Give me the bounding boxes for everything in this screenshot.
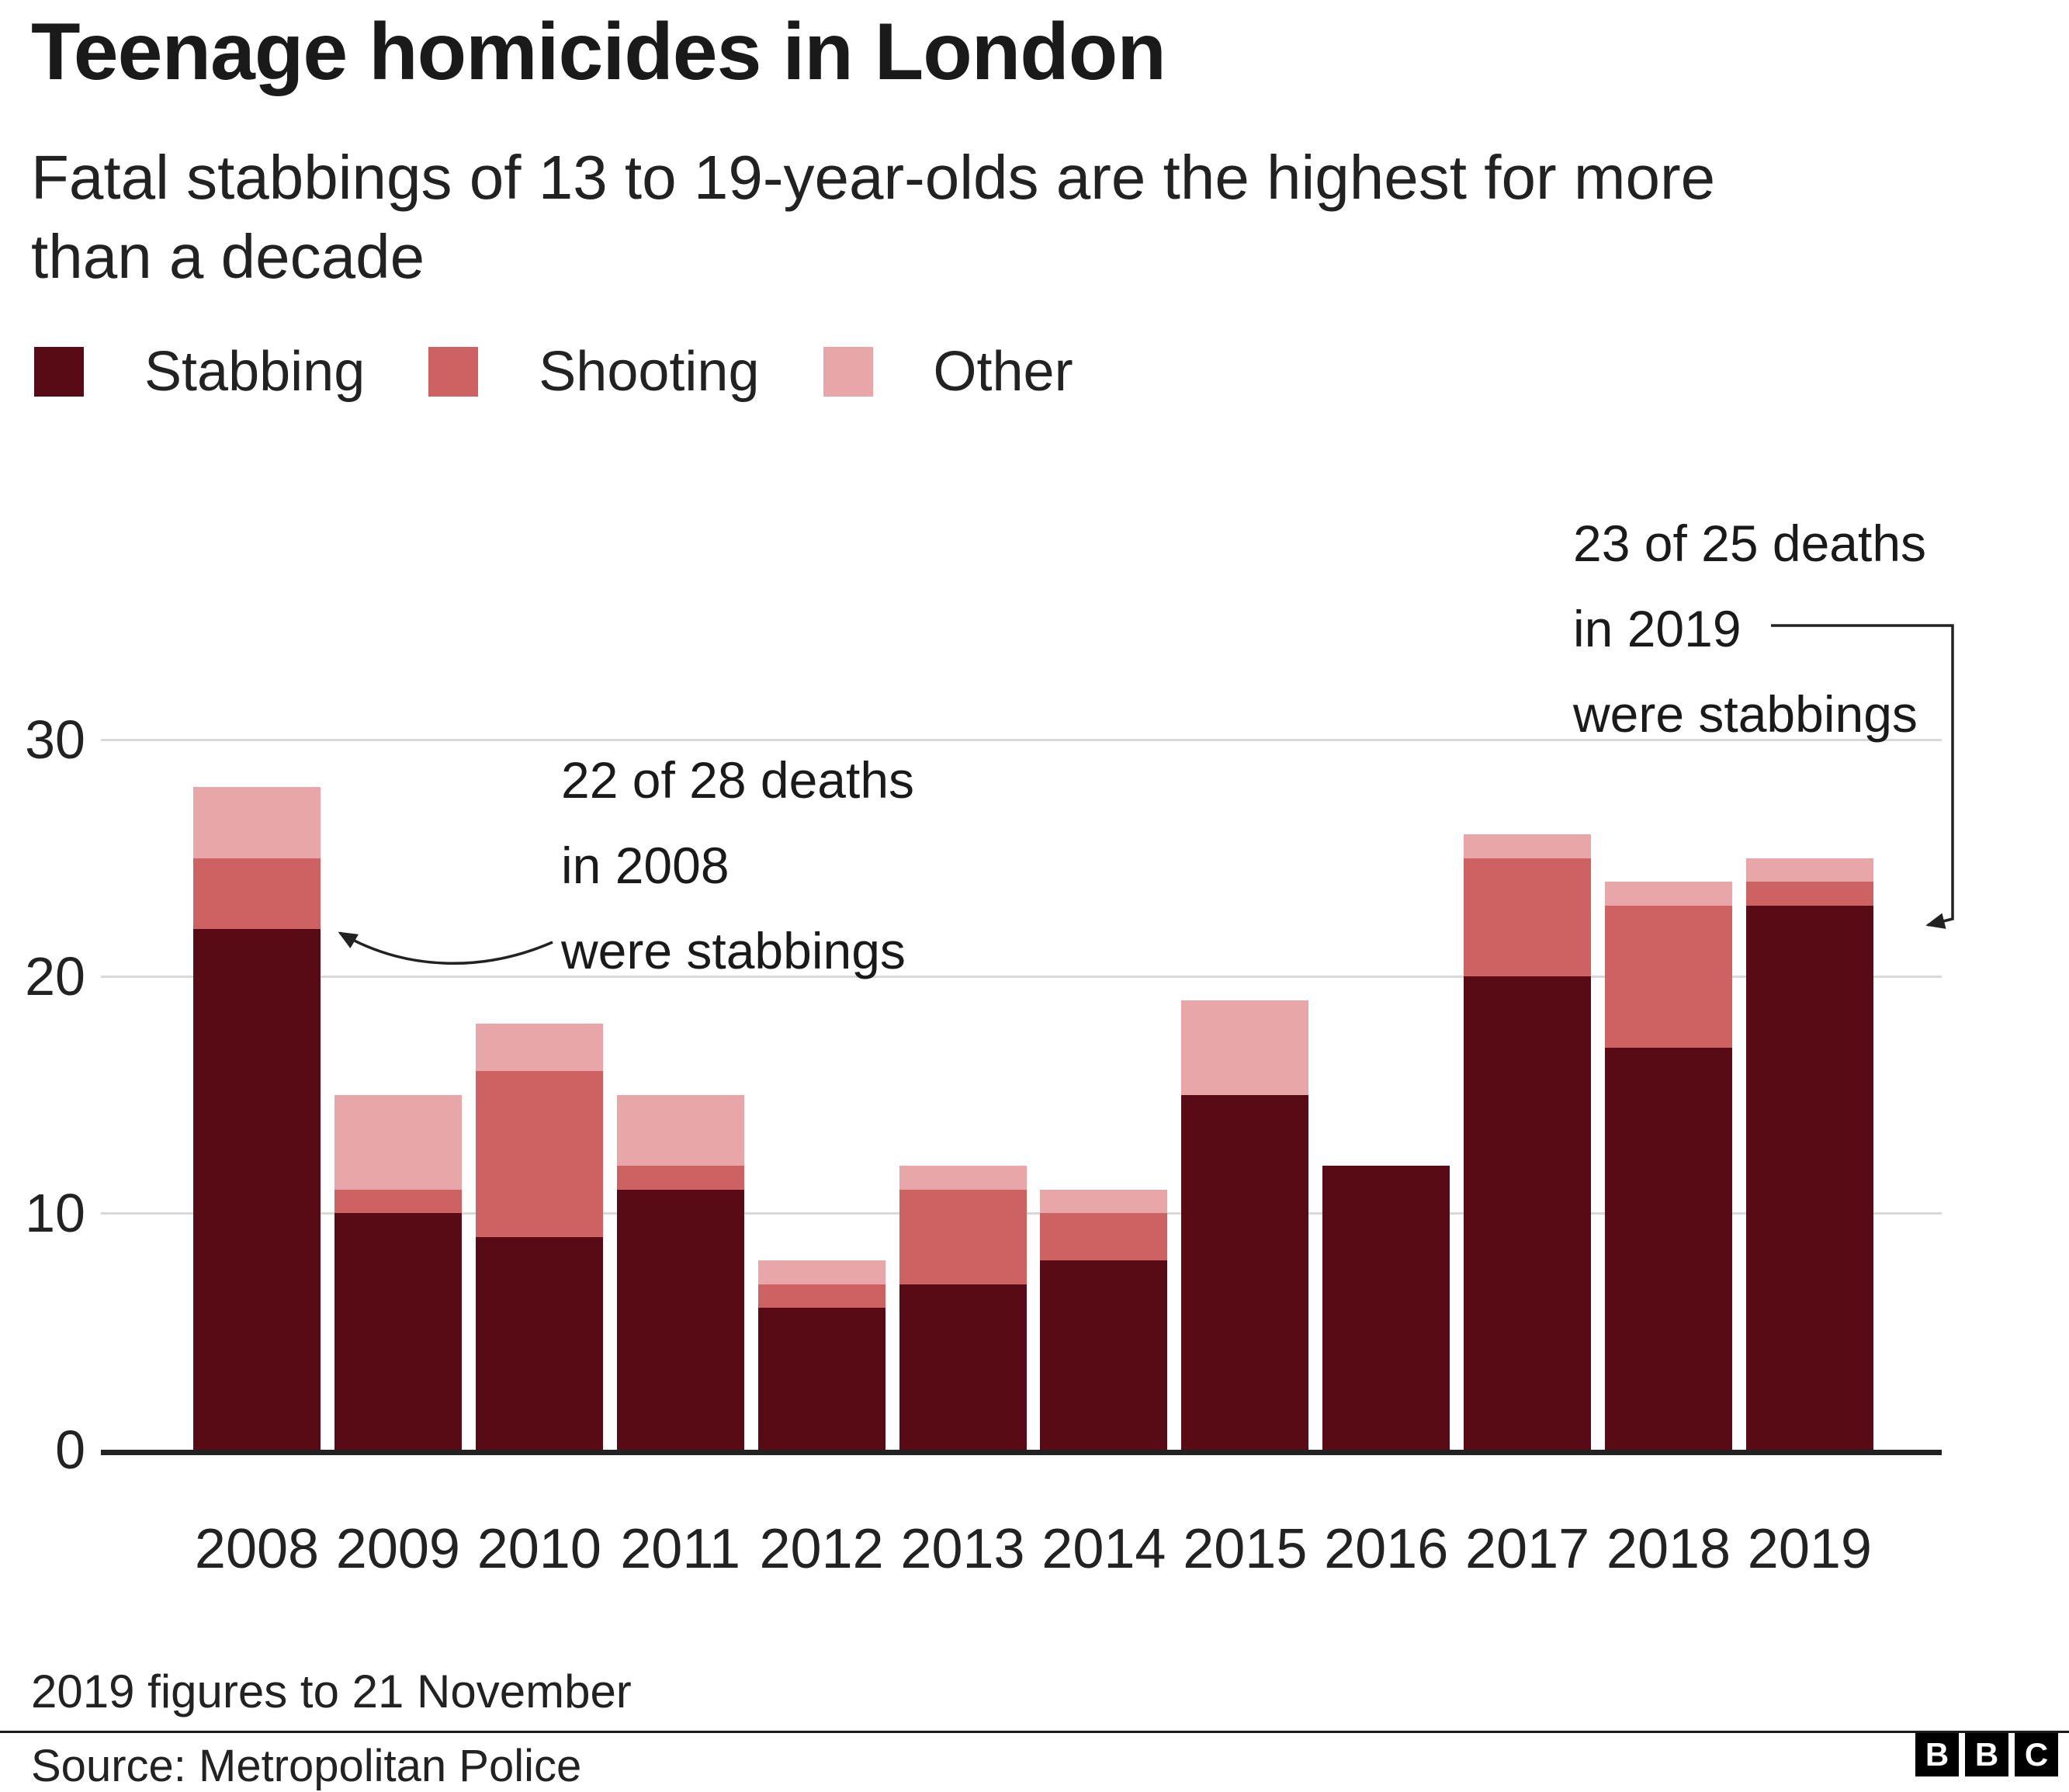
annotation-2019: 23 of 25 deaths in 2019 were stabbings xyxy=(1573,501,1926,757)
bar-segment-2018-stabbing xyxy=(1605,1047,1732,1450)
annotation-line: 23 of 25 deaths xyxy=(1573,515,1927,572)
bar-segment-2014-shooting xyxy=(1040,1213,1168,1260)
x-axis-label-2013: 2013 xyxy=(900,1518,1025,1580)
bar-segment-2011-other xyxy=(616,1094,744,1166)
bar-segment-2012-other xyxy=(757,1260,885,1284)
x-axis-label-2010: 2010 xyxy=(477,1518,601,1580)
bar-2019 xyxy=(1745,858,1873,1450)
gridline-20 xyxy=(101,975,1942,978)
bar-segment-2018-other xyxy=(1605,882,1732,906)
bar-segment-2014-stabbing xyxy=(1040,1260,1168,1450)
y-axis-label-20: 20 xyxy=(25,946,85,1007)
x-axis-label-2017: 2017 xyxy=(1465,1518,1590,1580)
bar-segment-2013-shooting xyxy=(899,1189,1027,1284)
bar-segment-2009-stabbing xyxy=(334,1213,462,1450)
bar-segment-2013-stabbing xyxy=(899,1284,1027,1450)
x-axis-label-2009: 2009 xyxy=(335,1518,460,1580)
bar-2017 xyxy=(1464,834,1592,1450)
legend-label-shooting: Shooting xyxy=(539,341,760,403)
x-axis-label-2008: 2008 xyxy=(194,1518,320,1580)
bar-segment-2008-other xyxy=(193,787,321,858)
bar-segment-2010-shooting xyxy=(475,1071,603,1237)
x-axis-label-2019: 2019 xyxy=(1747,1518,1872,1580)
annotation-line: in 2019 xyxy=(1573,600,1741,657)
footer-divider xyxy=(0,1731,2069,1733)
bbc-logo-letter: C xyxy=(2015,1733,2058,1776)
x-axis-label-2015: 2015 xyxy=(1183,1518,1308,1580)
y-axis-label-10: 10 xyxy=(25,1183,85,1243)
annotation-line: were stabbings xyxy=(1573,685,1918,743)
bar-segment-2008-shooting xyxy=(193,858,321,929)
y-axis-label-30: 30 xyxy=(25,709,85,770)
bar-2015 xyxy=(1181,1000,1309,1450)
legend-item-stabbing: Stabbing xyxy=(34,340,365,404)
bar-segment-2017-shooting xyxy=(1464,858,1592,976)
bar-segment-2012-stabbing xyxy=(757,1308,885,1450)
legend-item-shooting: Shooting xyxy=(428,340,760,404)
bar-segment-2009-other xyxy=(334,1094,462,1190)
bar-2016 xyxy=(1322,1166,1450,1450)
bar-segment-2008-stabbing xyxy=(193,929,321,1450)
legend-label-other: Other xyxy=(933,341,1073,403)
bbc-logo-letter: B xyxy=(1915,1733,1959,1776)
bbc-logo: B B C xyxy=(1915,1733,2058,1776)
bar-segment-2019-shooting xyxy=(1745,882,1873,906)
x-axis-label-2014: 2014 xyxy=(1041,1518,1166,1580)
gridline-30 xyxy=(101,738,1942,741)
bar-segment-2015-other xyxy=(1181,1000,1309,1095)
bar-segment-2014-other xyxy=(1040,1189,1168,1213)
chart-title: Teenage homicides in London xyxy=(31,7,1166,97)
bar-segment-2015-stabbing xyxy=(1181,1094,1309,1450)
bar-segment-2011-shooting xyxy=(616,1166,744,1190)
x-axis-label-2011: 2011 xyxy=(620,1518,741,1580)
bar-2008 xyxy=(193,787,321,1450)
bar-segment-2010-stabbing xyxy=(475,1236,603,1450)
legend-swatch-stabbing xyxy=(34,347,84,397)
legend-item-other: Other xyxy=(823,340,1073,404)
bar-segment-2019-other xyxy=(1745,858,1873,882)
bar-segment-2010-other xyxy=(475,1024,603,1071)
bar-2013 xyxy=(899,1166,1027,1450)
footnote: 2019 figures to 21 November xyxy=(31,1665,632,1717)
legend-label-stabbing: Stabbing xyxy=(144,341,366,403)
bar-2014 xyxy=(1040,1189,1168,1450)
bar-2011 xyxy=(616,1094,744,1450)
annotation-2008: 22 of 28 deaths in 2008 were stabbings xyxy=(561,737,914,993)
x-axis-label-2016: 2016 xyxy=(1324,1518,1449,1580)
bar-segment-2017-stabbing xyxy=(1464,976,1592,1450)
x-axis-label-2018: 2018 xyxy=(1606,1518,1731,1580)
bbc-logo-letter: B xyxy=(1965,1733,2008,1776)
bar-2018 xyxy=(1605,882,1732,1450)
bar-segment-2017-other xyxy=(1464,834,1592,858)
bar-segment-2011-stabbing xyxy=(616,1189,744,1450)
annotation-line: in 2008 xyxy=(561,837,730,894)
y-axis-label-0: 0 xyxy=(55,1419,85,1480)
x-axis-label-2012: 2012 xyxy=(759,1518,884,1580)
bar-segment-2012-shooting xyxy=(757,1284,885,1308)
bar-2010 xyxy=(475,1024,603,1450)
x-axis-line xyxy=(101,1450,1942,1455)
annotation-line: were stabbings xyxy=(561,922,906,979)
annotation-line: 22 of 28 deaths xyxy=(561,751,915,809)
bar-2009 xyxy=(334,1094,462,1450)
bar-segment-2009-shooting xyxy=(334,1189,462,1213)
bar-segment-2018-shooting xyxy=(1605,905,1732,1048)
legend: Stabbing Shooting Other xyxy=(34,340,1073,404)
chart-subtitle: Fatal stabbings of 13 to 19-year-olds ar… xyxy=(31,143,1716,291)
source-credit: Source: Metropolitan Police xyxy=(31,1741,582,1791)
bar-segment-2016-stabbing xyxy=(1322,1166,1450,1450)
bar-segment-2013-other xyxy=(899,1166,1027,1190)
legend-swatch-other xyxy=(823,347,873,397)
bar-2012 xyxy=(757,1260,885,1450)
bar-segment-2019-stabbing xyxy=(1745,905,1873,1450)
legend-swatch-shooting xyxy=(428,347,479,397)
